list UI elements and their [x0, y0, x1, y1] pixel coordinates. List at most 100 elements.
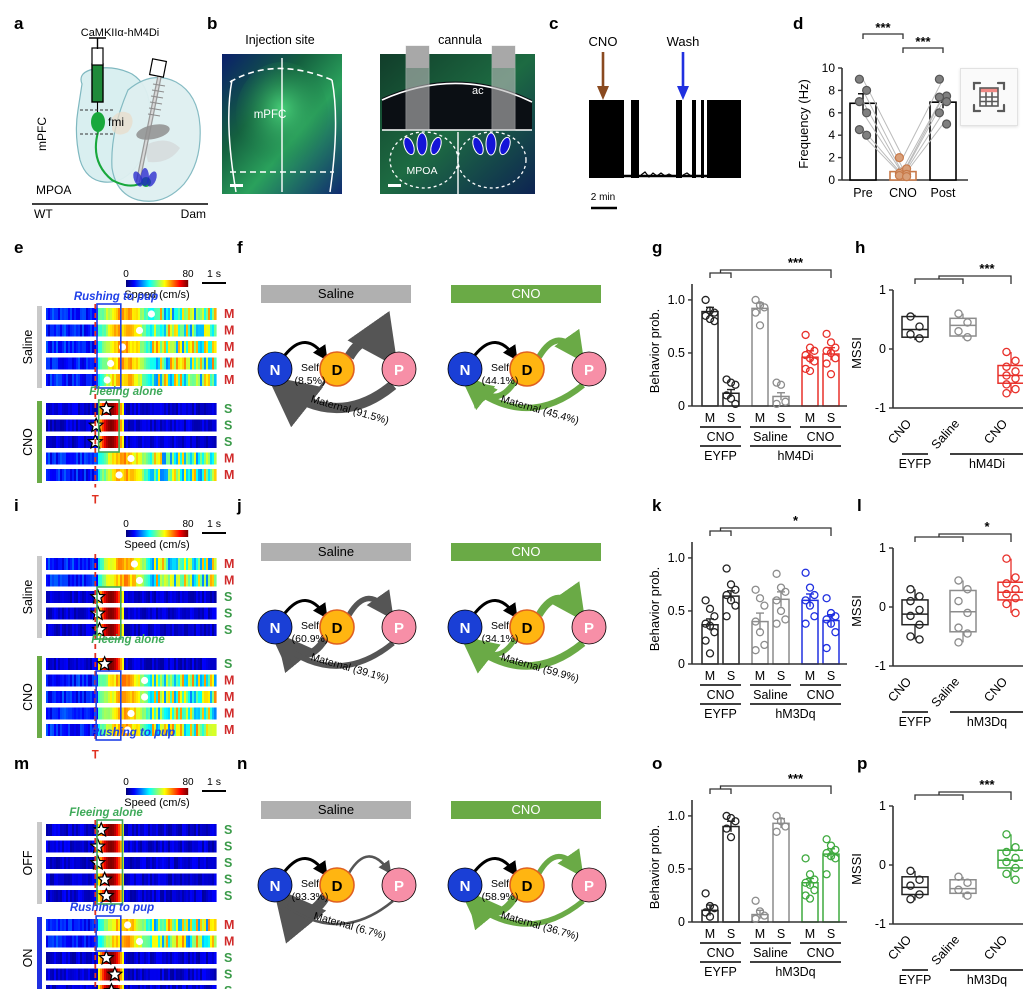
colorbar-segment — [158, 530, 160, 537]
heatmap-cell — [178, 857, 181, 869]
heatmap-cell — [66, 624, 69, 636]
heatmap-cell — [46, 558, 49, 570]
heatmap-cell — [54, 919, 57, 931]
heatmap-cell — [106, 919, 109, 931]
heatmap-cell — [108, 607, 111, 620]
heatmap-cell — [58, 324, 61, 337]
heatmap-cell — [82, 658, 85, 670]
retrieval-marker — [127, 709, 135, 718]
heatmap-cell — [50, 591, 53, 603]
heatmap-cell — [138, 840, 141, 853]
heatmap-cell — [174, 403, 177, 415]
heatmap-cell — [206, 374, 209, 386]
heatmap-cell — [178, 952, 181, 964]
heatmap-cell — [184, 324, 187, 337]
heatmap-cell — [50, 357, 53, 370]
node-p-label: P — [394, 620, 404, 637]
heatmap-cell — [108, 624, 111, 636]
heatmap-cell — [190, 890, 193, 902]
heatmap-cell — [98, 341, 101, 353]
heatmap-cell — [184, 985, 187, 989]
heatmap-cell — [190, 403, 193, 415]
heatmap-cell — [168, 308, 171, 320]
heatmap-cell — [122, 840, 125, 853]
heatmap-cell — [190, 691, 193, 703]
trial-outcome-label: M — [224, 674, 234, 688]
heatmap-cell — [110, 724, 113, 736]
heatmap-cell — [172, 324, 175, 337]
bar-xtick-label: M — [705, 411, 715, 425]
heatmap-cell — [148, 403, 151, 415]
heatmap-cell — [64, 691, 67, 703]
trial-outcome-label: S — [224, 419, 232, 433]
heatmap-cell — [136, 374, 139, 386]
heatmap-cell — [104, 591, 107, 603]
heatmap-cell — [84, 968, 87, 981]
heatmap-cell — [206, 952, 209, 964]
heatmap-cell — [148, 574, 151, 587]
heatmap-cell — [170, 574, 173, 587]
heatmap-cell — [142, 308, 145, 320]
heatmap-cell — [196, 691, 199, 703]
heatmap-cell — [62, 691, 65, 703]
heatmap-cell — [162, 591, 165, 603]
heatmap-cell — [74, 840, 77, 853]
heatmap-cell — [66, 591, 69, 603]
bar-group-label: Saline — [753, 430, 788, 444]
heatmap-cell — [168, 935, 171, 948]
colorbar-segment — [179, 280, 181, 287]
edge-d-to-p — [344, 310, 398, 368]
capture-table-icon-box[interactable] — [960, 68, 1018, 126]
heatmap-cell — [200, 890, 203, 902]
heatmap-cell — [168, 324, 171, 337]
heatmap-cell — [132, 873, 135, 886]
heatmap-cell — [76, 935, 79, 948]
heatmap-cell — [90, 591, 93, 603]
heatmap-cell — [168, 968, 171, 981]
colorbar-segment — [169, 280, 171, 287]
heatmap-cell — [82, 919, 85, 931]
heatmap-cell — [90, 341, 93, 353]
bar-xtick-label: S — [777, 927, 785, 941]
capture-table-icon[interactable] — [972, 80, 1006, 114]
heatmap-cell — [204, 952, 207, 964]
heatmap-cell — [70, 658, 73, 670]
heatmap-cell — [148, 324, 151, 337]
heatmap-cell — [62, 658, 65, 670]
heatmap-cell — [172, 591, 175, 603]
heatmap-cell — [132, 341, 135, 353]
heatmap-cell — [204, 374, 207, 386]
heatmap-cell — [50, 419, 53, 432]
heatmap-cell — [170, 403, 173, 415]
heatmap-cell — [80, 403, 83, 415]
heatmap-cell — [130, 324, 133, 337]
heatmap-cell — [142, 985, 145, 989]
heatmap-cell — [96, 968, 99, 981]
heatmap-cell — [104, 357, 107, 370]
colorbar-segment — [142, 530, 144, 537]
self-value: (8.5%) — [295, 375, 326, 387]
heatmap-cell — [92, 873, 95, 886]
heatmap-cell — [52, 968, 55, 981]
bar-datapoint — [722, 824, 731, 833]
heatmap-cell — [116, 452, 119, 465]
heatmap-cell — [182, 324, 185, 337]
heatmap-cell — [178, 674, 181, 687]
heatmap-cell — [172, 873, 175, 886]
heatmap-cell — [48, 691, 51, 703]
heatmap-cell — [118, 624, 121, 636]
heatmap-cell — [134, 840, 137, 853]
heatmap-cell — [188, 607, 191, 620]
heatmap-cell — [172, 857, 175, 869]
heatmap-cell — [52, 707, 55, 720]
heatmap-cell — [144, 873, 147, 886]
heatmap-cell — [92, 574, 95, 587]
heatmap-cell — [56, 324, 59, 337]
heatmap-cell — [104, 674, 107, 687]
heatmap-cell — [144, 707, 147, 720]
heatmap-cell — [102, 935, 105, 948]
heatmap-cell — [182, 890, 185, 902]
box-xtick-label: Saline — [929, 417, 963, 452]
heatmap-cell — [114, 857, 117, 869]
heatmap-cell — [66, 691, 69, 703]
